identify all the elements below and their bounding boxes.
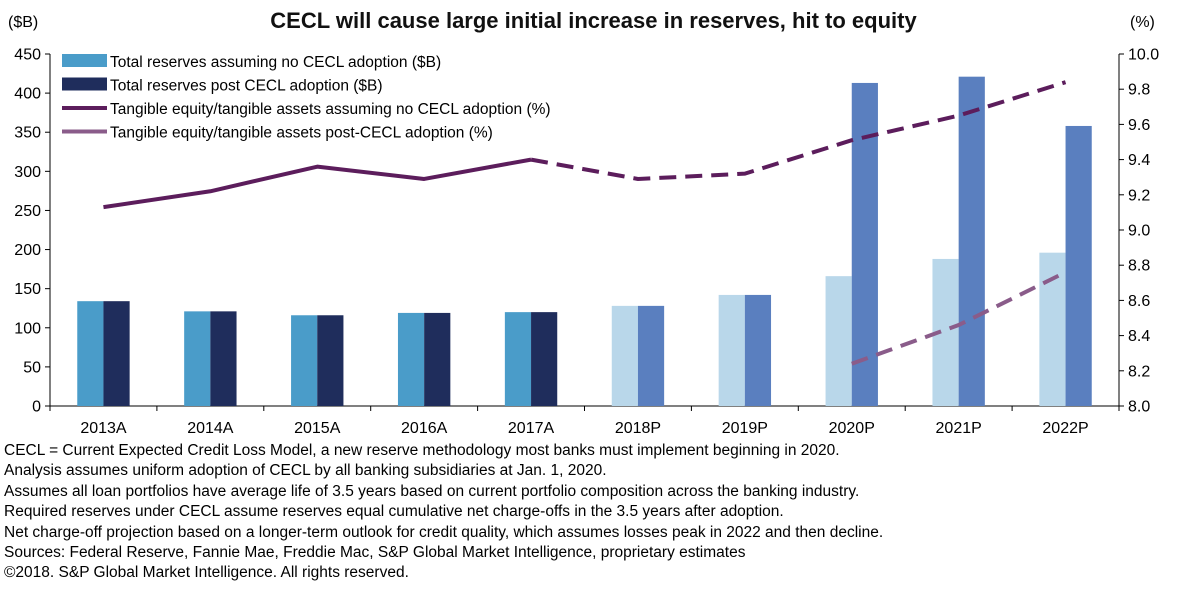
- line-equity-post-cecl-dashed: [851, 270, 1067, 366]
- x-axis-tick-label: 2018P: [615, 420, 661, 437]
- left-axis-tick-label: 100: [14, 320, 41, 337]
- legend-swatch-reserves-no-cecl: [62, 54, 107, 67]
- right-axis-tick-label: 9.8: [1128, 82, 1150, 99]
- footnote-line: CECL = Current Expected Credit Loss Mode…: [4, 442, 840, 459]
- footnote-line: Assumes all loan portfolios have average…: [4, 482, 860, 500]
- bar-reserves-no-cecl: [825, 276, 852, 406]
- x-axis-tick-label: 2014A: [187, 420, 234, 437]
- right-axis-tick-label: 9.4: [1128, 152, 1150, 169]
- chart-title: CECL will cause large initial increase i…: [270, 8, 917, 33]
- legend-swatch-reserves-post-cecl: [62, 77, 107, 91]
- right-axis-tick-label: 9.0: [1128, 223, 1150, 240]
- bar-reserves-post-cecl: [531, 312, 558, 406]
- right-axis-tick-label: 9.6: [1128, 117, 1150, 134]
- right-axis-tick-label: 8.4: [1128, 328, 1150, 345]
- bar-reserves-no-cecl: [504, 312, 532, 406]
- x-axis-tick-label: 2021P: [936, 420, 982, 437]
- x-axis-tick-label: 2019P: [722, 420, 768, 437]
- left-axis-tick-label: 200: [14, 242, 41, 259]
- legend-label: Tangible equity/tangible assets post-CEC…: [110, 125, 493, 142]
- left-axis-tick-label: 0: [32, 399, 41, 416]
- bar-reserves-no-cecl: [397, 312, 425, 406]
- footnotes: CECL = Current Expected Credit Loss Mode…: [4, 441, 883, 584]
- right-axis-tick-label: 8.2: [1128, 363, 1150, 380]
- x-axis-tick-label: 2013A: [80, 420, 127, 437]
- left-axis-unit: ($B): [8, 14, 39, 31]
- x-axis-tick-label: 2022P: [1042, 420, 1088, 437]
- bar-reserves-no-cecl: [611, 305, 638, 406]
- right-axis-tick-label: 9.2: [1128, 187, 1150, 204]
- bar-reserves-no-cecl: [77, 301, 104, 406]
- legend-label: Total reserves post CECL adoption ($B): [110, 78, 383, 95]
- x-axis-tick-label: 2015A: [294, 420, 341, 437]
- x-axis-tick-label: 2017A: [508, 420, 555, 437]
- sources-line: Sources: Federal Reserve, Fannie Mae, Fr…: [4, 544, 746, 562]
- bar-reserves-post-cecl: [317, 315, 344, 406]
- bar-reserves-no-cecl: [718, 294, 745, 406]
- right-axis-tick-label: 10.0: [1128, 47, 1159, 64]
- x-axis-tick-label: 2016A: [401, 420, 448, 437]
- bar-reserves-post-cecl: [103, 301, 130, 406]
- chart: 0 50 100 150 200 250 300 350 400 450 8.0 8.2 8.4 8.6 8…: [14, 47, 1159, 438]
- right-axis-tick-label: 8.6: [1128, 293, 1150, 310]
- left-axis-tick-label: 450: [14, 47, 41, 64]
- footnote-line: Required reserves under CECL assume rese…: [4, 503, 784, 521]
- x-axis-tick-label: 2020P: [829, 420, 875, 437]
- bar-reserves-no-cecl: [184, 311, 211, 406]
- left-axis-tick-label: 250: [14, 203, 41, 220]
- right-axis-tick-label: 8.0: [1128, 399, 1150, 416]
- copyright-line: ©2018. S&P Global Market Intelligence. A…: [4, 564, 409, 582]
- left-axis-tick-label: 300: [14, 164, 41, 181]
- legend-label: Total reserves assuming no CECL adoption…: [110, 54, 441, 71]
- left-axis-tick-label: 50: [23, 359, 41, 376]
- right-axis-unit: (%): [1130, 14, 1155, 31]
- bar-reserves-post-cecl: [1065, 125, 1092, 406]
- bar-reserves-post-cecl: [744, 294, 772, 406]
- footnote-line: Analysis assumes uniform adoption of CEC…: [4, 462, 607, 480]
- left-axis-tick-label: 400: [14, 86, 41, 103]
- line-equity-no-cecl-solid: [103, 157, 532, 210]
- bar-reserves-no-cecl: [291, 315, 318, 406]
- legend-label: Tangible equity/tangible assets assuming…: [110, 101, 551, 118]
- line-equity-no-cecl-dashed: [530, 80, 1067, 181]
- bar-reserves-post-cecl: [424, 312, 451, 406]
- bar-reserves-post-cecl: [210, 311, 237, 406]
- right-axis-tick-label: 8.8: [1128, 258, 1150, 275]
- left-axis-tick-label: 350: [14, 125, 41, 142]
- footnote-line: Net charge-off projection based on a lon…: [4, 523, 884, 541]
- bar-reserves-post-cecl: [958, 76, 985, 406]
- left-axis-tick-label: 150: [14, 281, 41, 298]
- bar-reserves-no-cecl: [1039, 252, 1066, 406]
- bar-reserves-post-cecl: [637, 305, 665, 406]
